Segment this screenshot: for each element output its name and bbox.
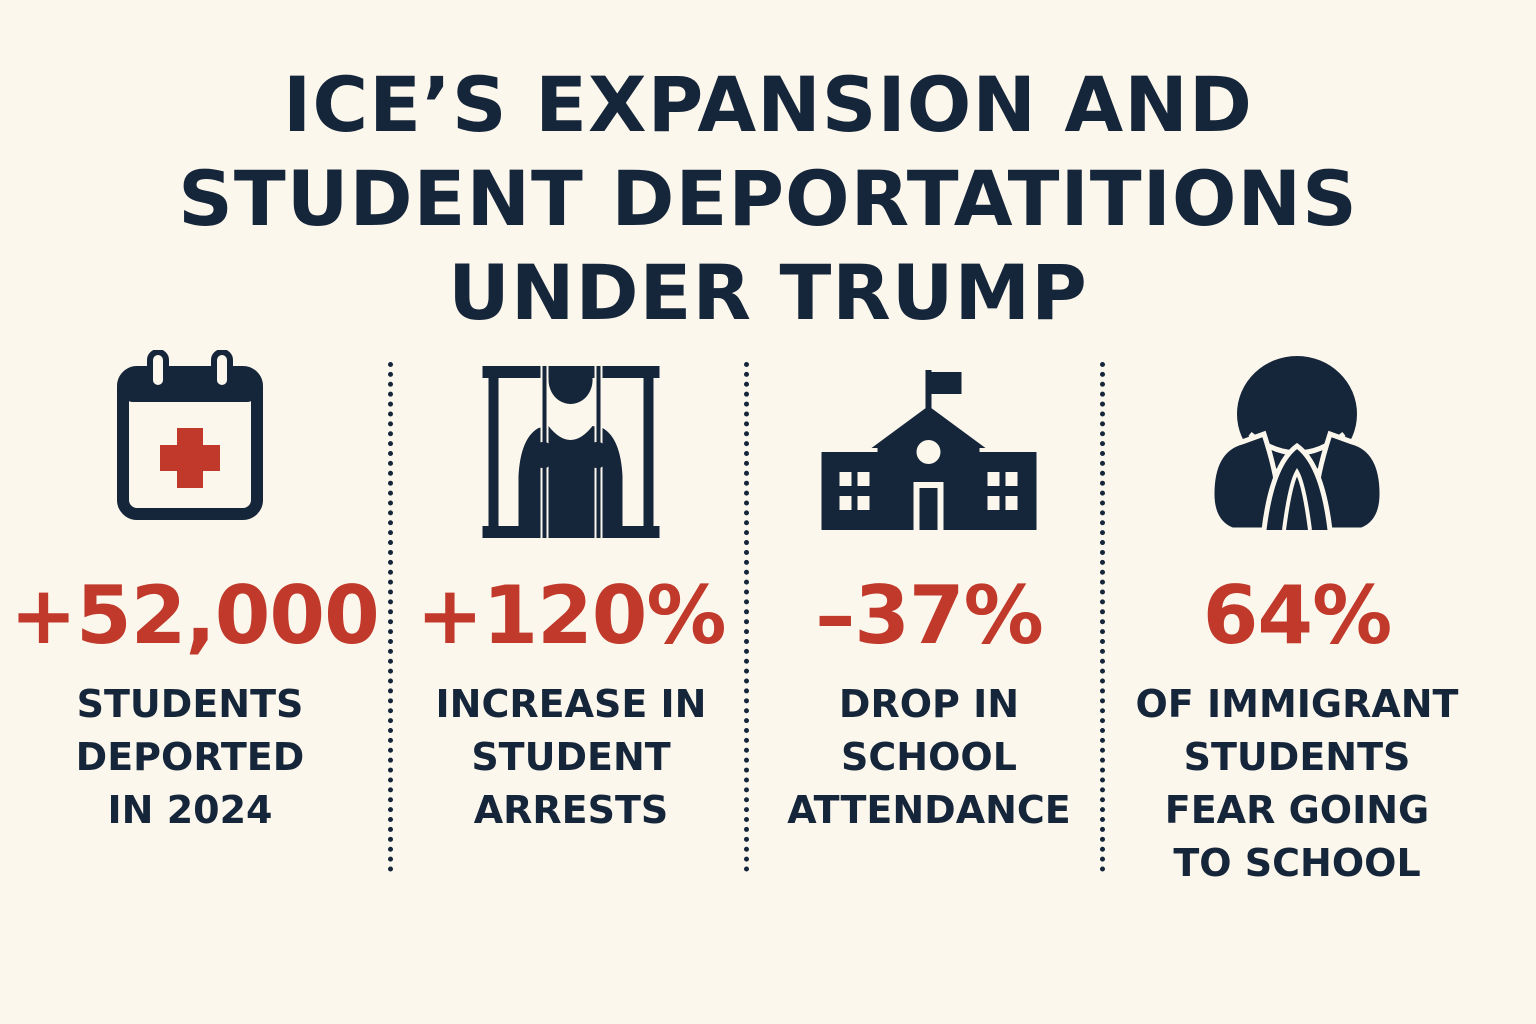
calendar-icon <box>115 349 265 529</box>
caption-line: FEAR GOING <box>1164 788 1430 832</box>
dotted-divider <box>1100 362 1105 872</box>
stat-card-student-arrests: +120% INCREASE IN STUDENT ARRESTS <box>396 350 746 910</box>
caption-line: OF IMMIGRANT <box>1135 682 1459 726</box>
stat-value: –37% <box>815 569 1043 662</box>
stat-value: 64% <box>1202 569 1392 662</box>
stat-value: +52,000 <box>10 569 380 662</box>
stat-value: +120% <box>416 569 726 662</box>
dotted-divider <box>744 362 749 872</box>
caption-line: ARRESTS <box>473 788 669 832</box>
stat-caption: OF IMMIGRANT STUDENTS FEAR GOING TO SCHO… <box>1112 678 1482 890</box>
caption-line: TO SCHOOL <box>1173 841 1421 885</box>
stat-caption: STUDENTS DEPORTED IN 2024 <box>10 678 370 837</box>
page-title: ICE’S EXPANSION AND STUDENT DEPORTATITIO… <box>0 58 1536 340</box>
title-line-3: UNDER TRUMP <box>448 248 1088 337</box>
dotted-divider <box>388 362 393 872</box>
caption-line: STUDENTS <box>1183 735 1411 779</box>
stat-card-school-attendance: –37% DROP IN SCHOOL ATTENDANCE <box>754 350 1104 910</box>
title-line-2: STUDENT DEPORTATITIONS <box>178 154 1358 243</box>
stat-caption: INCREASE IN STUDENT ARRESTS <box>396 678 746 837</box>
school-building-icon <box>821 370 1037 534</box>
title-line-1: ICE’S EXPANSION AND <box>283 60 1253 149</box>
caption-line: ATTENDANCE <box>787 788 1071 832</box>
caption-line: STUDENT <box>471 735 671 779</box>
stat-caption: DROP IN SCHOOL ATTENDANCE <box>754 678 1104 837</box>
caption-line: SCHOOL <box>841 735 1017 779</box>
caption-line: IN 2024 <box>107 788 273 832</box>
caption-line: STUDENTS <box>76 682 304 726</box>
caption-line: DEPORTED <box>75 735 305 779</box>
stat-card-fear-going-to-school: 64% OF IMMIGRANT STUDENTS FEAR GOING TO … <box>1112 350 1482 910</box>
caption-line: DROP IN <box>838 682 1020 726</box>
jail-bars-icon <box>479 356 664 550</box>
caption-line: INCREASE IN <box>435 682 707 726</box>
stat-card-students-deported: +52,000 STUDENTS DEPORTED IN 2024 <box>10 349 380 910</box>
fearful-person-icon <box>1202 354 1392 538</box>
